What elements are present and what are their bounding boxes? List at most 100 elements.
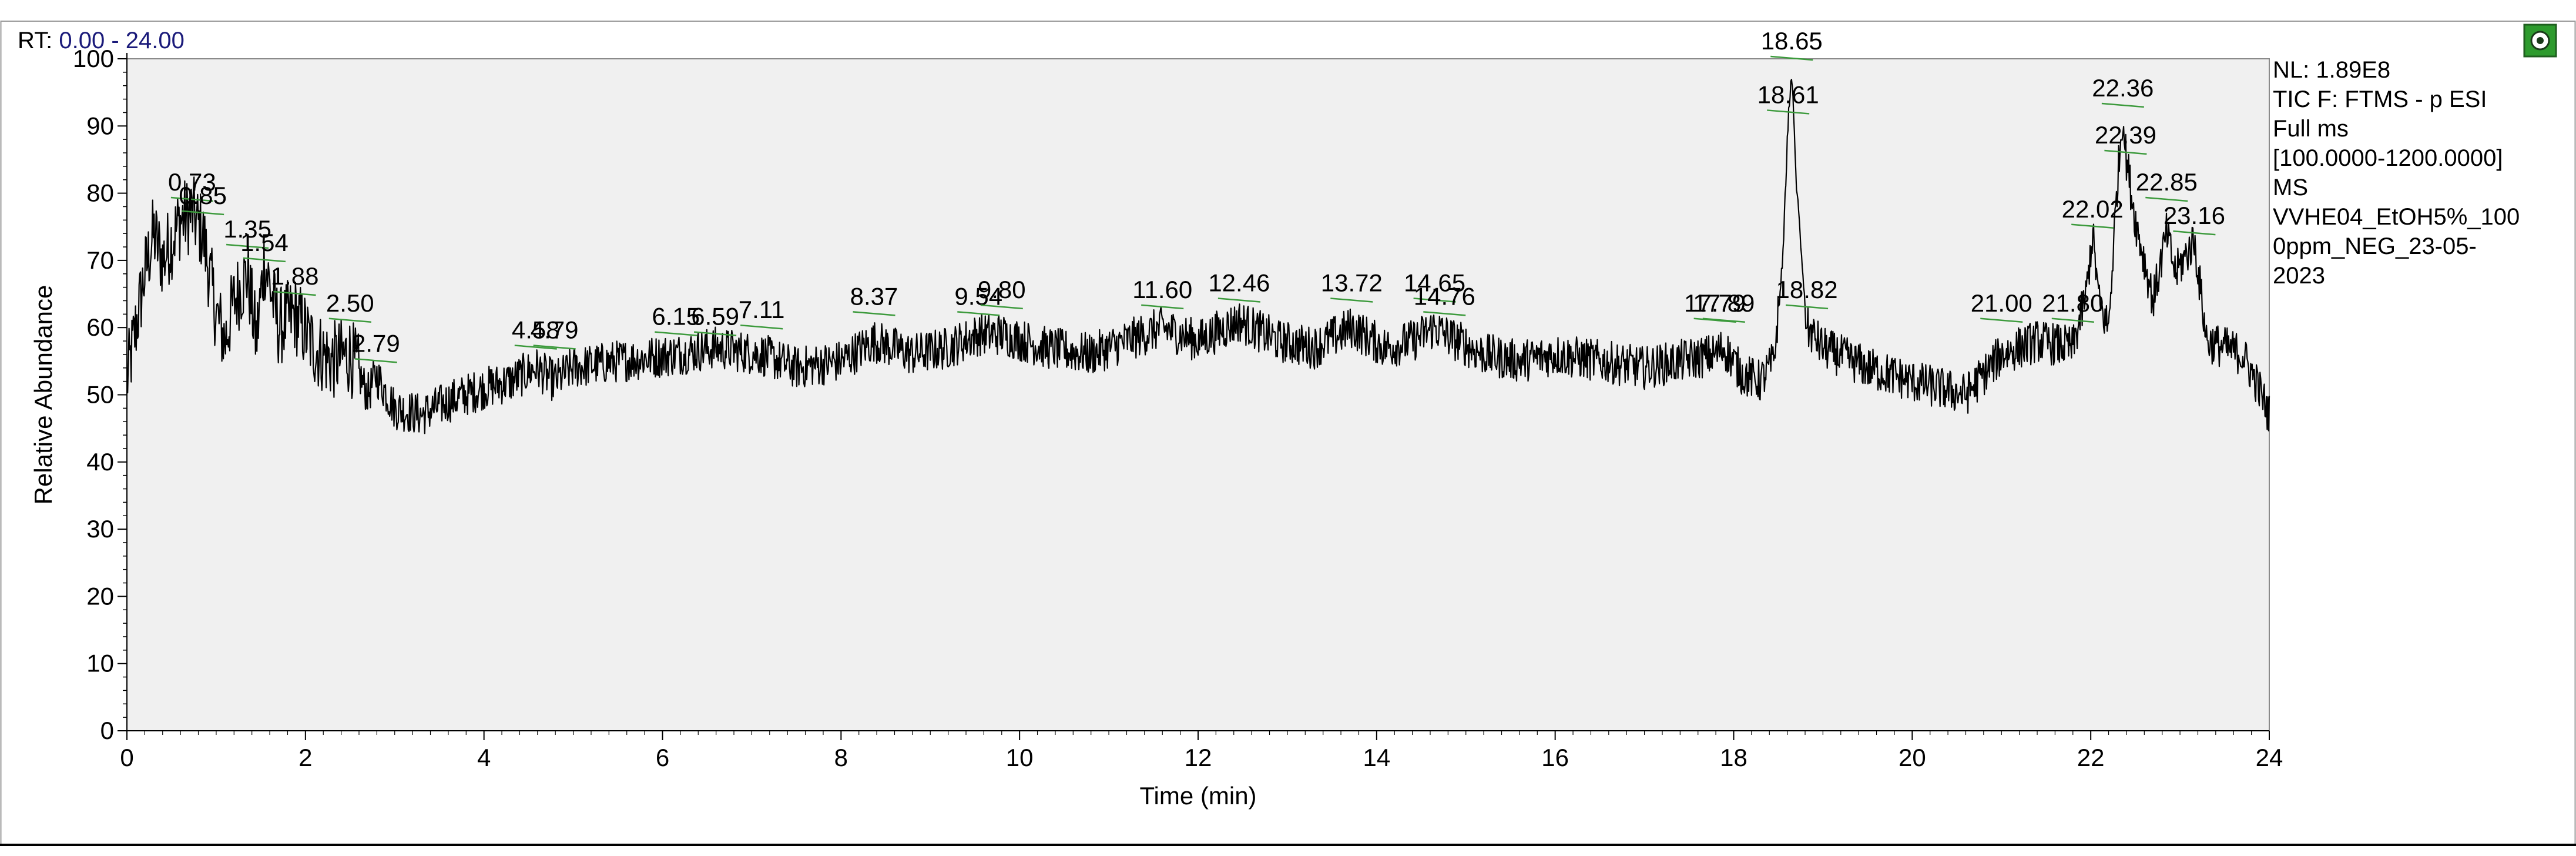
y-tick-label: 40 <box>86 448 114 476</box>
peak-marker <box>1217 297 1260 303</box>
peak-marker <box>957 311 1000 316</box>
peak-marker <box>2104 149 2147 155</box>
peak-label: 22.39 <box>2095 121 2156 149</box>
peak-marker <box>226 243 269 249</box>
y-tick-label: 60 <box>86 313 114 341</box>
peak-label: 22.02 <box>2062 195 2124 223</box>
y-tick-label: 100 <box>73 45 114 72</box>
peak-label: 18.65 <box>1761 27 1823 55</box>
y-axis-title: Relative Abundance <box>29 285 57 505</box>
peak-marker <box>853 311 895 316</box>
peak-marker <box>533 345 576 350</box>
peak-label: 2.50 <box>326 289 374 317</box>
peak-label: 6.15 <box>652 303 700 330</box>
peak-marker <box>273 290 316 296</box>
peak-label: 14.76 <box>1414 282 1475 310</box>
peak-label: 6.59 <box>691 303 739 330</box>
peak-marker <box>1767 109 1810 115</box>
x-axis-title: Time (min) <box>1139 782 1256 810</box>
info-line: 0ppm_NEG_23-05- <box>2273 233 2477 259</box>
x-tick-label: 12 <box>1185 744 1212 771</box>
peak-label: 9.80 <box>978 276 1026 303</box>
rt-label: RT: <box>18 28 59 54</box>
peak-marker <box>1413 297 1456 303</box>
x-tick-label: 22 <box>2077 744 2105 771</box>
y-tick-label: 90 <box>86 112 114 139</box>
info-line: [100.0000-1200.0000] <box>2273 145 2503 171</box>
info-panel: NL: 1.89E8 TIC F: FTMS - p ESI Full ms [100… <box>2273 57 2520 289</box>
y-tick-label: 30 <box>86 515 114 543</box>
peak-marker <box>1423 311 1466 316</box>
peak-marker <box>328 317 371 323</box>
peak-marker <box>1330 297 1373 303</box>
peak-marker <box>2101 102 2144 108</box>
peak-label: 2.79 <box>352 329 400 357</box>
peak-marker <box>980 304 1023 310</box>
y-tick-label: 20 <box>86 582 114 610</box>
peak-label: 8.37 <box>850 282 898 310</box>
info-line: 2023 <box>2273 263 2325 289</box>
peak-label: 7.11 <box>739 296 785 323</box>
y-tick-label: 0 <box>100 717 114 744</box>
info-line: TIC F: FTMS - p ESI <box>2273 86 2487 112</box>
info-line: VVHE04_EtOH5%_100 <box>2273 204 2520 230</box>
y-tick-label: 80 <box>86 179 114 207</box>
info-line: NL: 1.89E8 <box>2273 57 2390 83</box>
peak-marker <box>2173 230 2216 236</box>
peak-marker <box>1702 317 1745 323</box>
peak-marker <box>1980 317 2023 323</box>
peak-label: 14.65 <box>1404 269 1465 296</box>
peak-marker <box>2071 223 2114 229</box>
peak-label: 11.60 <box>1132 276 1192 303</box>
x-tick-label: 6 <box>656 744 669 771</box>
settings-icon[interactable] <box>2523 24 2557 58</box>
x-tick-label: 2 <box>298 744 312 771</box>
x-tick-label: 0 <box>120 744 133 771</box>
peak-marker <box>740 324 783 330</box>
peak-marker <box>243 257 286 263</box>
peak-marker <box>655 331 697 336</box>
peak-marker <box>694 331 737 336</box>
peak-marker <box>2051 317 2094 323</box>
x-tick-label: 10 <box>1006 744 1034 771</box>
y-tick-label: 70 <box>86 246 114 274</box>
y-tick-label: 10 <box>86 650 114 677</box>
peak-label: 0.85 <box>179 182 227 209</box>
x-tick-label: 24 <box>2256 744 2283 771</box>
peak-label: 0.73 <box>168 168 216 196</box>
peak-label: 17.79 <box>1684 289 1746 317</box>
peak-label: 1.88 <box>271 262 319 290</box>
peak-label: 21.00 <box>1971 289 2032 317</box>
x-tick-label: 8 <box>834 744 848 771</box>
x-tick-label: 16 <box>1541 744 1569 771</box>
peak-marker <box>1785 304 1829 310</box>
peak-label: 17.89 <box>1693 289 1755 317</box>
x-tick-label: 20 <box>1899 744 1926 771</box>
peak-marker <box>170 196 214 202</box>
settings-icon-hub <box>2537 37 2544 44</box>
peak-label: 22.85 <box>2136 168 2198 196</box>
peak-label: 1.35 <box>223 215 271 243</box>
peak-marker <box>354 358 397 363</box>
peak-label: 9.54 <box>954 282 1002 310</box>
peak-label: 4.58 <box>512 316 560 343</box>
peak-marker <box>1141 304 1184 310</box>
peak-label: 21.80 <box>2042 289 2104 317</box>
peak-label: 12.46 <box>1208 269 1270 296</box>
y-tick-label: 50 <box>86 381 114 409</box>
peak-label: 18.82 <box>1776 276 1838 303</box>
peak-label: 23.16 <box>2164 202 2225 229</box>
info-line: Full ms <box>2273 116 2349 142</box>
peak-marker <box>2145 196 2188 202</box>
x-tick-label: 18 <box>1720 744 1747 771</box>
rt-range: 0.00 - 24.00 <box>59 28 185 54</box>
peak-label: 13.72 <box>1321 269 1383 296</box>
peak-marker <box>514 345 557 350</box>
peak-marker <box>1770 55 1813 61</box>
peak-marker <box>1693 317 1736 323</box>
peak-label: 22.36 <box>2092 74 2154 102</box>
peak-label: 1.54 <box>240 229 289 256</box>
tic-trace <box>126 79 2270 434</box>
